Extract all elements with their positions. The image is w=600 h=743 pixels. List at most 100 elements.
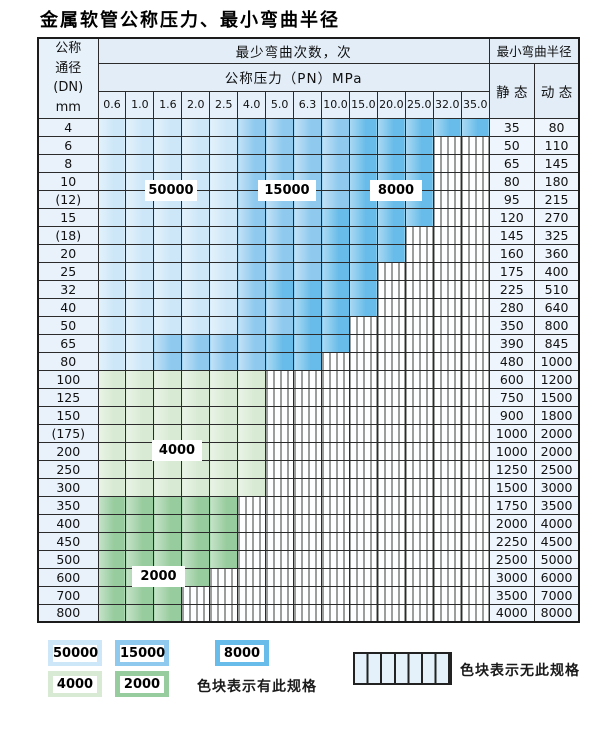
spec-cell: [153, 297, 183, 317]
spec-cell: [376, 153, 406, 173]
dn-cell: 20: [37, 243, 99, 263]
no-spec-cell: [432, 513, 462, 533]
table-row: 600 3000 6000: [37, 567, 580, 587]
no-spec-cell: [181, 585, 211, 605]
static-radius-cell: 1000: [488, 441, 535, 461]
table-row: 150 900 1800: [37, 405, 580, 425]
cycle-count-label: 15000: [258, 180, 316, 201]
spec-cell: [125, 135, 155, 155]
spec-cell: [153, 531, 183, 551]
dynamic-radius-cell: 400: [533, 261, 580, 281]
no-spec-cell: [293, 585, 322, 605]
dynamic-radius-cell: 7000: [533, 585, 580, 605]
cycle-count-label: 4000: [152, 440, 202, 461]
spec-cell: [97, 405, 127, 425]
dn-cell: 80: [37, 351, 99, 371]
no-spec-cell: [293, 567, 322, 587]
spec-cell: [181, 333, 211, 353]
spec-cell: [125, 297, 155, 317]
no-spec-cell: [321, 603, 350, 623]
table-row: 300 1500 3000: [37, 477, 580, 497]
static-radius-cell: 3000: [488, 567, 535, 587]
no-spec-cell: [209, 603, 239, 623]
spec-cell: [97, 423, 127, 443]
spec-cell: [97, 585, 127, 605]
no-spec-cell: [432, 315, 462, 335]
no-spec-cell: [460, 225, 490, 245]
spec-cell: [237, 441, 267, 461]
spec-cell: [153, 261, 183, 281]
no-spec-cell: [460, 585, 490, 605]
spec-cell: [181, 513, 211, 533]
no-spec-cell: [460, 549, 490, 569]
static-radius-cell: 2250: [488, 531, 535, 551]
static-radius-cell: 80: [488, 171, 535, 191]
no-spec-cell: [348, 351, 378, 371]
spec-cell: [348, 297, 378, 317]
no-spec-cell: [460, 441, 490, 461]
spec-cell: [209, 459, 239, 479]
spec-cell: [153, 387, 183, 407]
spec-cell: [97, 243, 127, 263]
no-spec-cell: [265, 585, 295, 605]
no-spec-cell: [404, 513, 434, 533]
spec-cell: [97, 261, 127, 281]
no-spec-cell: [293, 495, 322, 515]
dynamic-radius-cell: 6000: [533, 567, 580, 587]
table-row: 65 390 845: [37, 333, 580, 353]
no-spec-cell: [404, 261, 434, 281]
spec-cell: [125, 261, 155, 281]
dynamic-radius-cell: 215: [533, 189, 580, 209]
spec-cell: [293, 207, 322, 227]
static-radius-cell: 750: [488, 387, 535, 407]
no-spec-cell: [376, 513, 406, 533]
spec-cell: [181, 477, 211, 497]
no-spec-cell: [321, 567, 350, 587]
no-spec-cell: [321, 495, 350, 515]
dn-cell: 8: [37, 153, 99, 173]
pressure-col-header: 2.5: [209, 90, 239, 119]
no-spec-cell: [293, 369, 322, 389]
spec-cell: [321, 243, 350, 263]
spec-cell: [321, 261, 350, 281]
spec-cell: [181, 315, 211, 335]
dynamic-radius-cell: 180: [533, 171, 580, 191]
page-title: 金属软管公称压力、最小弯曲半径: [40, 10, 340, 31]
spec-cell: [97, 351, 127, 371]
dn-cell: 4: [37, 117, 99, 137]
no-spec-cell: [321, 531, 350, 551]
no-spec-cell: [376, 603, 406, 623]
spec-cell: [153, 153, 183, 173]
no-spec-cell: [404, 531, 434, 551]
spec-cell: [265, 225, 295, 245]
no-spec-cell: [376, 387, 406, 407]
spec-cell: [237, 387, 267, 407]
spec-cell: [209, 207, 239, 227]
table-row: 32 225 510: [37, 279, 580, 299]
spec-cell: [153, 225, 183, 245]
no-spec-cell: [376, 477, 406, 497]
spec-cell: [321, 117, 350, 137]
no-spec-cell: [404, 315, 434, 335]
spec-cell: [125, 585, 155, 605]
static-radius-cell: 225: [488, 279, 535, 299]
no-spec-cell: [460, 459, 490, 479]
no-spec-cell: [376, 441, 406, 461]
cycle-count-label: 8000: [370, 180, 422, 201]
dn-cell: 15: [37, 207, 99, 227]
dn-cell: 300: [37, 477, 99, 497]
spec-cell: [237, 477, 267, 497]
no-spec-cell: [460, 243, 490, 263]
spec-cell: [125, 207, 155, 227]
spec-cell: [153, 405, 183, 425]
table-row: 500 2500 5000: [37, 549, 580, 569]
dynamic-radius-cell: 4500: [533, 531, 580, 551]
no-spec-cell: [460, 495, 490, 515]
spec-cell: [125, 441, 155, 461]
spec-cell: [321, 225, 350, 245]
spec-cell: [181, 351, 211, 371]
spec-cell: [97, 117, 127, 137]
spec-cell: [265, 135, 295, 155]
no-spec-cell: [376, 495, 406, 515]
no-spec-cell: [404, 351, 434, 371]
